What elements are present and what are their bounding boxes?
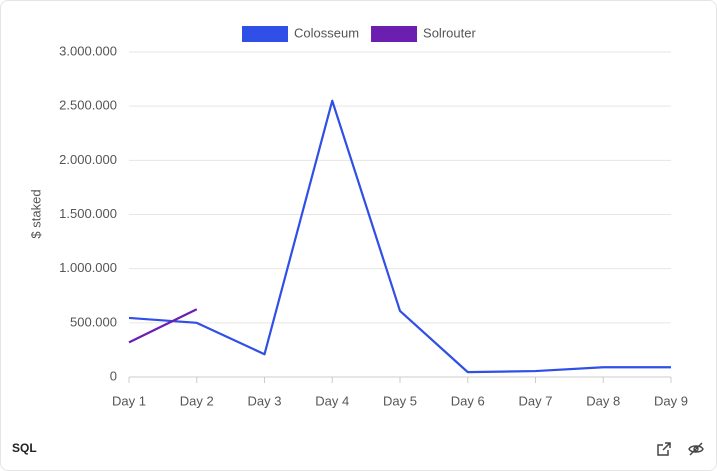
y-tick-label: 2.000.000 [59, 152, 117, 167]
x-tick-label: Day 9 [654, 393, 688, 408]
series-line [128, 308, 198, 344]
hide-icon[interactable] [688, 441, 704, 457]
legend-label: Colosseum [294, 25, 359, 40]
sql-button[interactable]: SQL [12, 441, 37, 455]
x-tick-label: Day 6 [451, 393, 485, 408]
y-tick-label: 0 [110, 368, 117, 383]
x-tick-label: Day 8 [586, 393, 620, 408]
legend-label: Solrouter [423, 25, 476, 40]
x-tick-label: Day 7 [519, 393, 553, 408]
x-tick-label: Day 1 [112, 393, 146, 408]
y-tick-label: 2.500.000 [59, 98, 117, 113]
y-axis-title: $ staked [28, 189, 43, 238]
y-tick-label: 1.500.000 [59, 206, 117, 221]
x-tick-label: Day 5 [383, 393, 417, 408]
y-tick-label: 1.000.000 [59, 260, 117, 275]
chart: $ staked 0 500.000 1.000.000 1.500.000 2.000… [28, 25, 688, 408]
series-line [128, 99, 671, 374]
x-tick-label: Day 2 [180, 393, 214, 408]
x-tick-label: Day 3 [248, 393, 282, 408]
x-tick-label: Day 4 [315, 393, 349, 408]
legend-swatch [242, 26, 288, 42]
legend-swatch [371, 26, 418, 42]
y-tick-label: 500.000 [70, 314, 117, 329]
y-tick-label: 3.000.000 [59, 43, 117, 58]
open-icon[interactable] [656, 441, 672, 457]
